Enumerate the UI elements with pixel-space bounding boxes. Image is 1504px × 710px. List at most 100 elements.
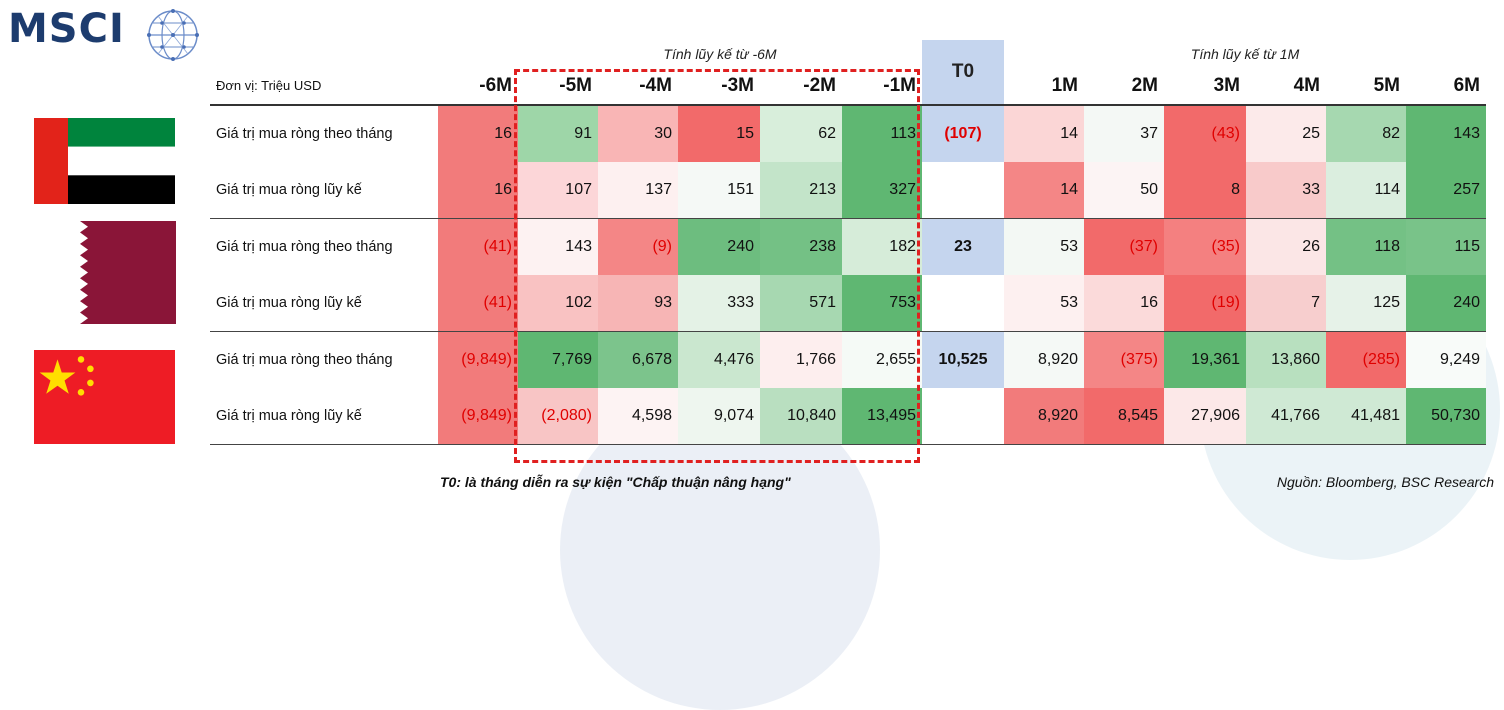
table-cell-t0 (922, 275, 1004, 332)
table-cell: 14 (1004, 162, 1084, 219)
table-cell: 91 (518, 105, 598, 162)
row-label: Giá trị mua ròng theo tháng (216, 239, 393, 255)
table-cell-t0: 23 (922, 218, 1004, 275)
table-cell: 16 (1084, 275, 1164, 332)
table-cell: 137 (598, 162, 678, 219)
table-cell: (9,849) (438, 388, 518, 445)
table-cell: 27,906 (1164, 388, 1246, 445)
table-cell: 238 (760, 218, 842, 275)
table-cell-t0: (107) (922, 105, 1004, 162)
table-cell: (9,849) (438, 331, 518, 388)
row-label: Giá trị mua ròng theo tháng (216, 126, 393, 142)
table-cell: 240 (678, 218, 760, 275)
table-row: Giá trị mua ròng theo tháng 16 91 30 15 62 113… (210, 105, 1486, 162)
table-cell: 143 (1406, 105, 1486, 162)
qatar-flag (70, 221, 176, 324)
table-cell: 33 (1246, 162, 1326, 219)
footnote: T0: là tháng diễn ra sự kiện "Chấp thuận… (440, 474, 791, 490)
table-cell: 62 (760, 105, 842, 162)
table-cell: 30 (598, 105, 678, 162)
column-header: -1M (842, 67, 922, 106)
table-cell: 9,074 (678, 388, 760, 445)
column-header: -3M (678, 67, 760, 106)
group-header-right: Tính lũy kế từ 1M (1190, 45, 1300, 62)
table-cell: 15 (678, 105, 760, 162)
msci-globe-icon (147, 9, 199, 61)
table-cell: 16 (438, 162, 518, 219)
table-cell: 102 (518, 275, 598, 332)
table-cell: 50 (1084, 162, 1164, 219)
table-cell: 4,476 (678, 331, 760, 388)
table-cell: 13,860 (1246, 331, 1326, 388)
table-row: Giá trị mua ròng lũy kế (9,849) (2,080) 4,5… (210, 388, 1486, 445)
table-cell: (285) (1326, 331, 1406, 388)
table-cell-t0 (922, 162, 1004, 219)
table-cell: 25 (1246, 105, 1326, 162)
table-cell-t0: 10,525 (922, 331, 1004, 388)
china-flag (34, 350, 175, 444)
table-cell: 82 (1326, 105, 1406, 162)
column-header: -6M (438, 67, 518, 106)
column-header-row: Đơn vị: Triệu USD -6M -5M -4M -3M -2M -1… (210, 67, 1486, 106)
column-header: 3M (1164, 67, 1246, 106)
group-header-row: Tính lũy kế từ -6M T0 Tính lũy kế từ 1M (210, 40, 1486, 106)
table-cell: 571 (760, 275, 842, 332)
source-note: Nguồn: Bloomberg, BSC Research (1276, 474, 1494, 490)
table-row: Giá trị mua ròng lũy kế (41) 102 93 333 571 75… (210, 275, 1486, 332)
row-label: Giá trị mua ròng lũy kế (210, 388, 438, 445)
table-cell: 37 (1084, 105, 1164, 162)
table-cell: 113 (842, 105, 922, 162)
group-header-left: Tính lũy kế từ -6M (663, 45, 777, 62)
table-cell: 53 (1004, 218, 1084, 275)
table-cell: 257 (1406, 162, 1486, 219)
table-cell: 50,730 (1406, 388, 1486, 445)
table-cell: 41,766 (1246, 388, 1326, 445)
table-cell: 7,769 (518, 331, 598, 388)
table-cell: 753 (842, 275, 922, 332)
table-cell: (37) (1084, 218, 1164, 275)
table-row: Giá trị mua ròng theo tháng (41) 143 (9) 240… (210, 218, 1486, 275)
table-cell: 151 (678, 162, 760, 219)
table-cell: 8 (1164, 162, 1246, 219)
table-cell: 1,766 (760, 331, 842, 388)
column-header: 4M (1246, 67, 1326, 106)
table-cell: 4,598 (598, 388, 678, 445)
table-cell: 143 (518, 218, 598, 275)
row-label: Giá trị mua ròng lũy kế (210, 275, 438, 332)
table-cell: 10,840 (760, 388, 842, 445)
table-cell: 14 (1004, 105, 1084, 162)
table-cell: (9) (598, 218, 678, 275)
column-header: 6M (1406, 67, 1486, 106)
column-header-t0: T0 (922, 40, 1004, 106)
table-cell: 213 (760, 162, 842, 219)
table-row: Giá trị mua ròng theo tháng (9,849) 7,769 6… (210, 331, 1486, 388)
table-cell: (19) (1164, 275, 1246, 332)
column-header: -4M (598, 67, 678, 106)
table-cell: 115 (1406, 218, 1486, 275)
table-cell: 2,655 (842, 331, 922, 388)
table-cell: 41,481 (1326, 388, 1406, 445)
table-cell: 53 (1004, 275, 1084, 332)
table-cell: 240 (1406, 275, 1486, 332)
table-cell: 9,249 (1406, 331, 1486, 388)
column-header: 2M (1084, 67, 1164, 106)
table-cell: (43) (1164, 105, 1246, 162)
table-cell: 118 (1326, 218, 1406, 275)
table-cell: 107 (518, 162, 598, 219)
table-cell: 13,495 (842, 388, 922, 445)
table-cell: 16 (438, 105, 518, 162)
table-cell: (41) (438, 218, 518, 275)
table-cell: 8,920 (1004, 388, 1084, 445)
uae-flag (34, 118, 175, 204)
column-header: 5M (1326, 67, 1406, 106)
row-label: Giá trị mua ròng lũy kế (210, 162, 438, 219)
table-cell: 125 (1326, 275, 1406, 332)
column-header: -5M (518, 67, 598, 106)
table-cell: 6,678 (598, 331, 678, 388)
brand-logo-text: MSCI (8, 6, 125, 52)
table-cell: 333 (678, 275, 760, 332)
unit-label: Đơn vị: Triệu USD (210, 67, 438, 106)
table-cell-t0 (922, 388, 1004, 445)
table-cell: (375) (1084, 331, 1164, 388)
row-label: Giá trị mua ròng theo tháng (216, 352, 393, 368)
